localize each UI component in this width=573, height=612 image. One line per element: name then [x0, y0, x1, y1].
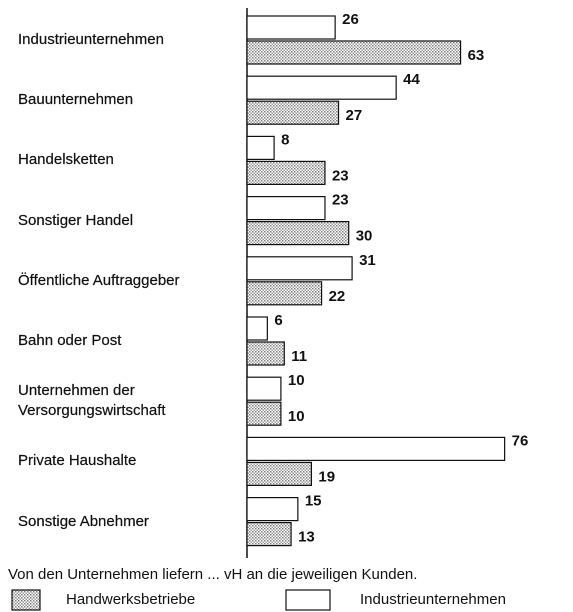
bar: [246, 160, 326, 185]
bar: [246, 376, 282, 401]
category-label: Unternehmen der Versorgungswirtschaft: [18, 382, 166, 420]
bar: [246, 281, 323, 306]
category-label: Private Haushalte: [18, 452, 137, 470]
bar: [246, 256, 353, 281]
value-label: 76: [512, 432, 529, 449]
legend-label: Industrieunternehmen: [360, 591, 506, 608]
bar: [246, 100, 340, 125]
category-label: Sonstiger Handel: [18, 211, 134, 229]
bar: [246, 461, 313, 486]
value-label: 15: [305, 493, 322, 510]
chart-title: Von den Unternehmen liefern ... vH an di…: [8, 566, 417, 583]
category-label: Sonstige Abnehmer: [18, 512, 149, 530]
bar: [246, 75, 397, 100]
bar: [246, 497, 299, 522]
value-label: 26: [342, 11, 359, 28]
value-label: 10: [288, 372, 305, 389]
value-label: 23: [332, 167, 349, 184]
value-label: 23: [332, 192, 349, 209]
value-label: 10: [288, 408, 305, 425]
value-label: 6: [274, 312, 282, 329]
value-label: 44: [403, 71, 420, 88]
category-label: Handelsketten: [18, 151, 114, 169]
value-label: 13: [298, 529, 315, 546]
value-label: 19: [318, 468, 335, 485]
legend-swatch: [285, 589, 331, 611]
category-label: Öffentliche Auftraggeber: [18, 271, 180, 289]
bar: [246, 436, 506, 461]
value-label: 31: [359, 252, 376, 269]
bar: [246, 135, 275, 160]
bar: [246, 341, 285, 366]
value-label: 11: [291, 348, 307, 365]
bar: [246, 401, 282, 426]
value-label: 8: [281, 131, 289, 148]
bar: [246, 15, 336, 40]
bar: [246, 40, 462, 65]
category-label: Industrieunternehmen: [18, 31, 164, 48]
category-label: Bauunternehmen: [18, 91, 134, 109]
bar: [246, 221, 350, 246]
legend-label: Handwerksbetriebe: [66, 591, 195, 608]
value-label: 30: [356, 228, 373, 245]
category-label: Bahn oder Post: [18, 332, 122, 349]
value-label: 27: [346, 107, 363, 124]
bar: [246, 196, 326, 221]
legend-swatch: [11, 589, 41, 611]
value-label: 63: [468, 47, 485, 64]
bar: [246, 316, 268, 341]
bar: [246, 521, 292, 547]
value-label: 22: [329, 288, 346, 305]
